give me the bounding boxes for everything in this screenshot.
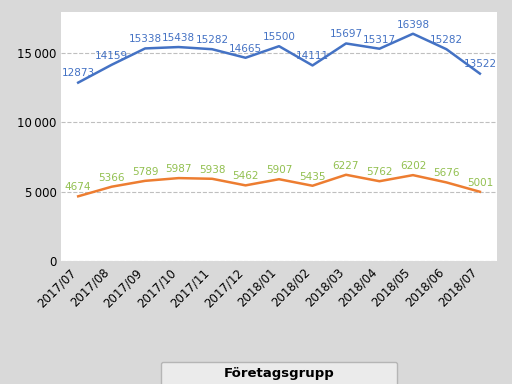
- utanför sjukhus: [176, 176, 182, 180]
- sjukhus: [176, 45, 182, 50]
- Text: 4674: 4674: [65, 182, 92, 192]
- Text: 13522: 13522: [463, 60, 497, 70]
- utanför sjukhus: [309, 184, 315, 188]
- Line: sjukhus: sjukhus: [78, 34, 480, 83]
- Text: 15282: 15282: [430, 35, 463, 45]
- Text: 5907: 5907: [266, 165, 292, 175]
- Text: 15282: 15282: [196, 35, 229, 45]
- Text: 5366: 5366: [98, 172, 125, 182]
- Text: 14159: 14159: [95, 51, 128, 61]
- sjukhus: [75, 80, 81, 85]
- Text: 14111: 14111: [296, 51, 329, 61]
- sjukhus: [276, 44, 282, 48]
- utanför sjukhus: [477, 189, 483, 194]
- Text: 5938: 5938: [199, 165, 225, 175]
- Line: utanför sjukhus: utanför sjukhus: [78, 175, 480, 196]
- Text: 16398: 16398: [396, 20, 430, 30]
- sjukhus: [309, 63, 315, 68]
- utanför sjukhus: [75, 194, 81, 199]
- utanför sjukhus: [142, 179, 148, 183]
- sjukhus: [376, 46, 382, 51]
- Text: 5462: 5462: [232, 171, 259, 181]
- sjukhus: [209, 47, 215, 51]
- sjukhus: [109, 63, 115, 67]
- utanför sjukhus: [243, 183, 249, 188]
- sjukhus: [142, 46, 148, 51]
- Text: 5435: 5435: [300, 172, 326, 182]
- utanför sjukhus: [376, 179, 382, 184]
- sjukhus: [343, 41, 349, 46]
- Text: 15317: 15317: [363, 35, 396, 45]
- sjukhus: [410, 31, 416, 36]
- utanför sjukhus: [276, 177, 282, 182]
- Text: 15500: 15500: [263, 32, 295, 42]
- Text: 12873: 12873: [61, 68, 95, 78]
- Text: 6227: 6227: [333, 161, 359, 170]
- Text: 15338: 15338: [129, 34, 162, 44]
- Text: 5676: 5676: [433, 168, 460, 178]
- Text: 5762: 5762: [366, 167, 393, 177]
- Text: 5789: 5789: [132, 167, 158, 177]
- utanför sjukhus: [443, 180, 450, 185]
- utanför sjukhus: [343, 172, 349, 177]
- Text: 5001: 5001: [467, 178, 493, 188]
- sjukhus: [443, 47, 450, 51]
- Text: 6202: 6202: [400, 161, 426, 171]
- utanför sjukhus: [410, 173, 416, 177]
- Legend: sjukhus, utanför sjukhus: sjukhus, utanför sjukhus: [161, 362, 397, 384]
- utanför sjukhus: [109, 184, 115, 189]
- utanför sjukhus: [209, 177, 215, 181]
- Text: 14665: 14665: [229, 44, 262, 54]
- Text: 15697: 15697: [329, 29, 362, 39]
- sjukhus: [477, 71, 483, 76]
- Text: 5987: 5987: [165, 164, 192, 174]
- sjukhus: [243, 55, 249, 60]
- Text: 15438: 15438: [162, 33, 195, 43]
